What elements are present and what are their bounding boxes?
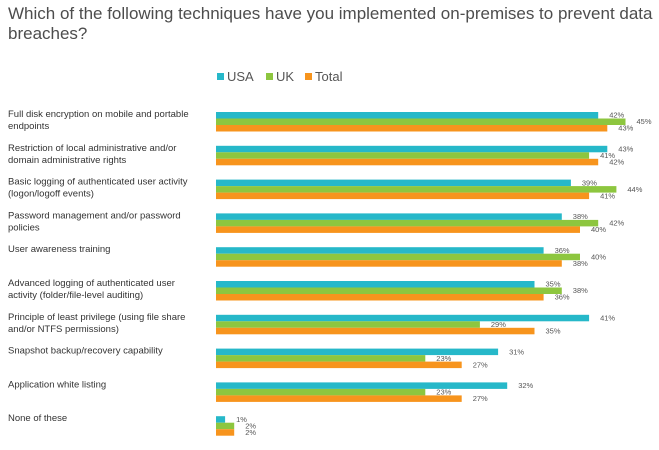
category-label-9: None of these [8,413,67,424]
bar-usa-2 [216,179,571,187]
category-label-6: Principle of least privilege (using file… [8,312,185,335]
value-label-uk-8: 23% [436,388,451,397]
value-label-usa-9: 1% [236,415,247,424]
value-label-total-8: 27% [473,394,488,403]
legend: USA UK Total [217,69,343,84]
value-label-uk-9: 2% [245,421,256,430]
bar-uk-9 [216,422,235,430]
bar-total-3 [216,226,580,233]
legend-label-uk: UK [276,69,294,84]
value-label-uk-2: 44% [627,185,642,194]
bar-usa-1 [216,145,608,153]
category-label-3: Password management and/or password polic… [8,210,181,233]
value-label-usa-4: 36% [555,246,570,255]
value-label-uk-6: 29% [491,320,506,329]
bar-total-0 [216,125,608,132]
category-label-2: Basic logging of authenticated user acti… [8,177,188,200]
legend-swatch-uk [266,73,273,80]
bar-uk-8 [216,388,426,396]
category-label-1: Restriction of local administrative and/… [8,143,176,166]
legend-swatch-usa [217,73,224,80]
legend-label-usa: USA [227,69,254,84]
value-label-usa-5: 35% [546,280,561,289]
value-label-uk-5: 38% [573,286,588,295]
value-label-usa-6: 41% [600,314,615,323]
category-labels: Full disk encryption on mobile and porta… [8,109,189,424]
category-label-5: Advanced logging of authenticated user ac… [8,278,175,301]
category-label-8: Application white listing [8,379,106,390]
bar-total-1 [216,158,599,166]
value-label-uk-3: 42% [609,219,624,228]
bar-total-6 [216,327,535,335]
bar-uk-4 [216,253,580,261]
bar-total-7 [216,361,462,369]
bar-usa-0 [216,112,599,119]
value-label-usa-2: 39% [582,178,597,187]
value-label-total-3: 40% [591,225,606,234]
value-label-total-0: 43% [618,124,633,133]
bar-uk-5 [216,287,562,294]
bar-uk-1 [216,152,590,159]
value-label-usa-7: 31% [509,347,524,356]
value-label-uk-7: 23% [436,354,451,363]
value-label-total-6: 35% [546,327,561,336]
bar-usa-7 [216,348,499,356]
bar-usa-5 [216,281,535,288]
value-label-total-1: 42% [609,158,624,167]
value-label-uk-1: 41% [600,151,615,160]
value-label-total-4: 38% [573,259,588,268]
value-label-usa-3: 38% [573,212,588,221]
value-label-total-9: 2% [245,428,256,437]
value-label-usa-0: 42% [609,111,624,120]
bar-usa-6 [216,314,590,322]
bar-usa-9 [216,416,226,423]
bar-total-9 [216,429,235,436]
value-label-total-5: 36% [555,293,570,302]
bar-usa-8 [216,382,508,389]
bar-uk-7 [216,355,426,362]
bar-total-5 [216,294,544,301]
value-label-uk-4: 40% [591,252,606,261]
value-label-total-2: 41% [600,191,615,200]
bar-uk-3 [216,219,599,227]
bar-total-8 [216,395,462,402]
category-label-4: User awareness training [8,244,110,255]
category-label-0: Full disk encryption on mobile and porta… [8,109,189,132]
bar-usa-4 [216,247,544,254]
chart-title: Which of the following techniques have y… [8,4,653,43]
value-label-usa-1: 43% [618,145,633,154]
legend-label-total: Total [315,69,343,84]
bar-uk-2 [216,186,617,193]
bars: 42%45%43%43%41%42%39%44%41%38%42%40%36%4… [216,111,652,437]
value-label-total-7: 27% [473,360,488,369]
legend-swatch-total [305,73,312,80]
bar-total-4 [216,260,562,267]
value-label-uk-0: 45% [637,117,652,126]
bar-uk-6 [216,321,480,328]
value-label-usa-8: 32% [518,381,533,390]
category-label-7: Snapshot backup/recovery capability [8,346,163,357]
bar-uk-0 [216,118,626,125]
bar-usa-3 [216,213,562,220]
bar-total-2 [216,192,590,200]
